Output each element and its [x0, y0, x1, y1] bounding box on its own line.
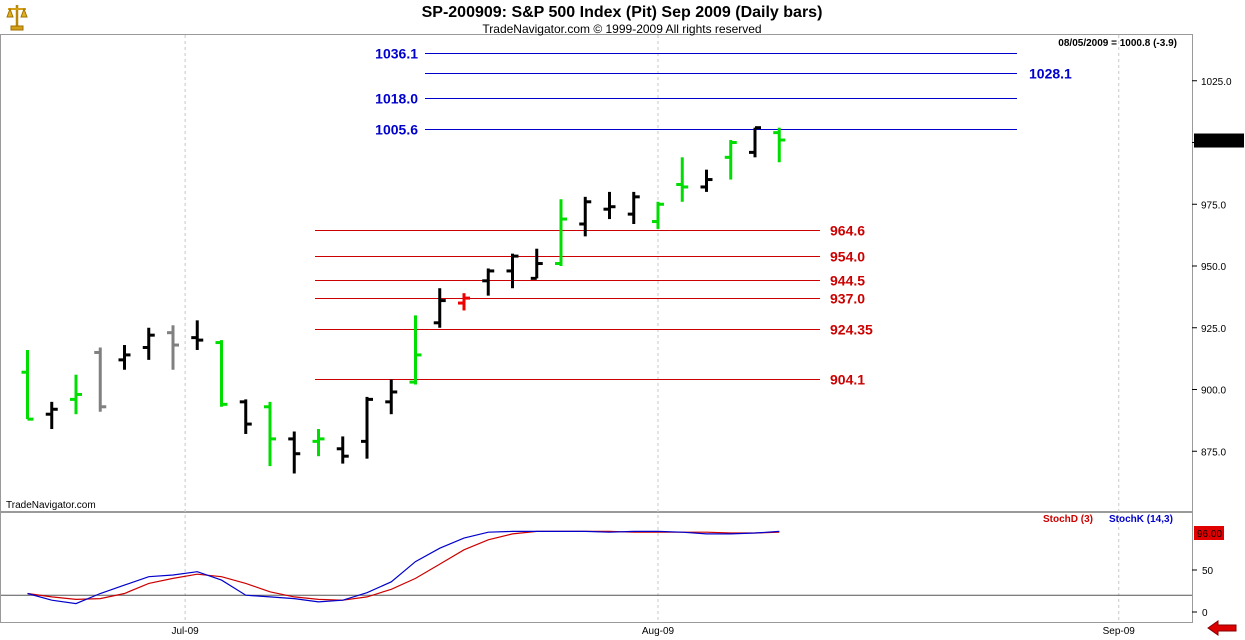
ohlc-bar	[21, 349, 34, 421]
ohlc-bar	[45, 401, 58, 430]
price-level-label: 964.6	[830, 223, 865, 239]
stoch-tick-label: 50	[1202, 566, 1214, 577]
stoch-k-line	[27, 530, 780, 605]
ohlc-bar	[167, 325, 179, 370]
ohlc-bar	[458, 293, 470, 311]
price-level-label: 904.1	[830, 372, 865, 388]
price-tick-label: 975.0	[1201, 200, 1226, 211]
stoch-tick-label: 0	[1202, 608, 1208, 619]
price-pane-frame	[0, 34, 1193, 512]
ohlc-bar	[191, 320, 204, 350]
price-tick-label: 900.0	[1201, 386, 1226, 397]
ohlc-bar	[118, 345, 131, 370]
ohlc-bar	[433, 288, 446, 328]
grid	[184, 35, 1120, 622]
date-tick-label: Sep-09	[1103, 626, 1136, 637]
ohlc-bar	[700, 169, 713, 192]
ohlc-bar	[94, 347, 107, 412]
chart-subtitle: TradeNavigator.com © 1999-2009 All right…	[482, 22, 761, 36]
ohlc-bar	[555, 199, 567, 266]
last-price-label: 1000.8	[1199, 137, 1230, 148]
ohlc-bar	[652, 201, 664, 229]
ohlc-bar	[385, 379, 398, 415]
price-tick-label: 950.0	[1201, 262, 1226, 273]
gold-scale-icon	[6, 5, 28, 31]
ohlc-bar	[627, 191, 640, 225]
ohlc-bar	[312, 429, 325, 457]
left-arrow-icon[interactable]	[1207, 620, 1237, 636]
ohlc-bar	[239, 399, 252, 434]
ohlc-bar	[482, 268, 495, 296]
price-level-label: 944.5	[830, 273, 865, 289]
last-price-box	[1194, 133, 1244, 148]
ohlc-bar	[361, 396, 373, 459]
last-info: 08/05/2009 = 1000.8 (-3.9)	[1058, 38, 1177, 49]
price-levels: 1036.1 1028.1 1018.0 1005.6 964.6 954.0 944.5 9…	[315, 46, 1072, 388]
price-level-label: 1005.6	[375, 122, 418, 138]
ohlc-bar	[142, 327, 155, 360]
price-tick-label: 1025.0	[1201, 77, 1232, 88]
stoch-d-label: StochD (3)	[1043, 514, 1093, 525]
ohlc-bar	[724, 140, 737, 180]
price-level-label: 954.0	[830, 249, 865, 265]
price-level-label: 1028.1	[1029, 66, 1072, 82]
price-axis: 875.0900.0925.0950.0975.01000.01025.0100…	[1192, 77, 1244, 458]
ohlc-bar	[264, 401, 276, 467]
ohlc-bar	[288, 431, 301, 474]
date-tick-label: Aug-09	[642, 626, 675, 637]
price-tick-label: 925.0	[1201, 324, 1226, 335]
ohlc-bar	[749, 126, 761, 158]
date-tick-label: Jul-09	[172, 626, 200, 637]
date-axis: Jul-09 Aug-09 Sep-09	[172, 626, 1136, 637]
stochastic-pane: 0 50 96.00	[1, 526, 1224, 619]
price-level-label: 1018.0	[375, 91, 418, 107]
ohlc-bar	[336, 436, 349, 464]
chart-title: SP-200909: S&P 500 Index (Pit) Sep 2009 …	[422, 4, 823, 21]
stoch-pane-frame	[0, 512, 1193, 623]
ohlc-bar	[70, 374, 82, 415]
watermark: TradeNavigator.com	[6, 500, 96, 511]
stoch-last-box	[1194, 526, 1224, 540]
ohlc-bar	[506, 253, 519, 289]
ohlc-bar	[579, 196, 592, 237]
price-bars	[21, 126, 786, 474]
ohlc-bar	[215, 340, 228, 407]
price-level-label: 937.0	[830, 291, 865, 307]
ohlc-bar	[603, 191, 616, 220]
ohlc-bar	[773, 127, 786, 163]
stoch-d-line	[27, 530, 780, 601]
ohlc-bar	[676, 157, 689, 202]
price-level-label: 1036.1	[375, 46, 418, 62]
price-tick-label: 875.0	[1201, 447, 1226, 458]
ohlc-bar	[409, 315, 422, 385]
price-level-label: 924.35	[830, 322, 873, 338]
ohlc-bar	[530, 248, 543, 280]
stoch-last-label: 96.00	[1197, 529, 1222, 540]
stoch-k-label: StochK (14,3)	[1109, 514, 1173, 525]
